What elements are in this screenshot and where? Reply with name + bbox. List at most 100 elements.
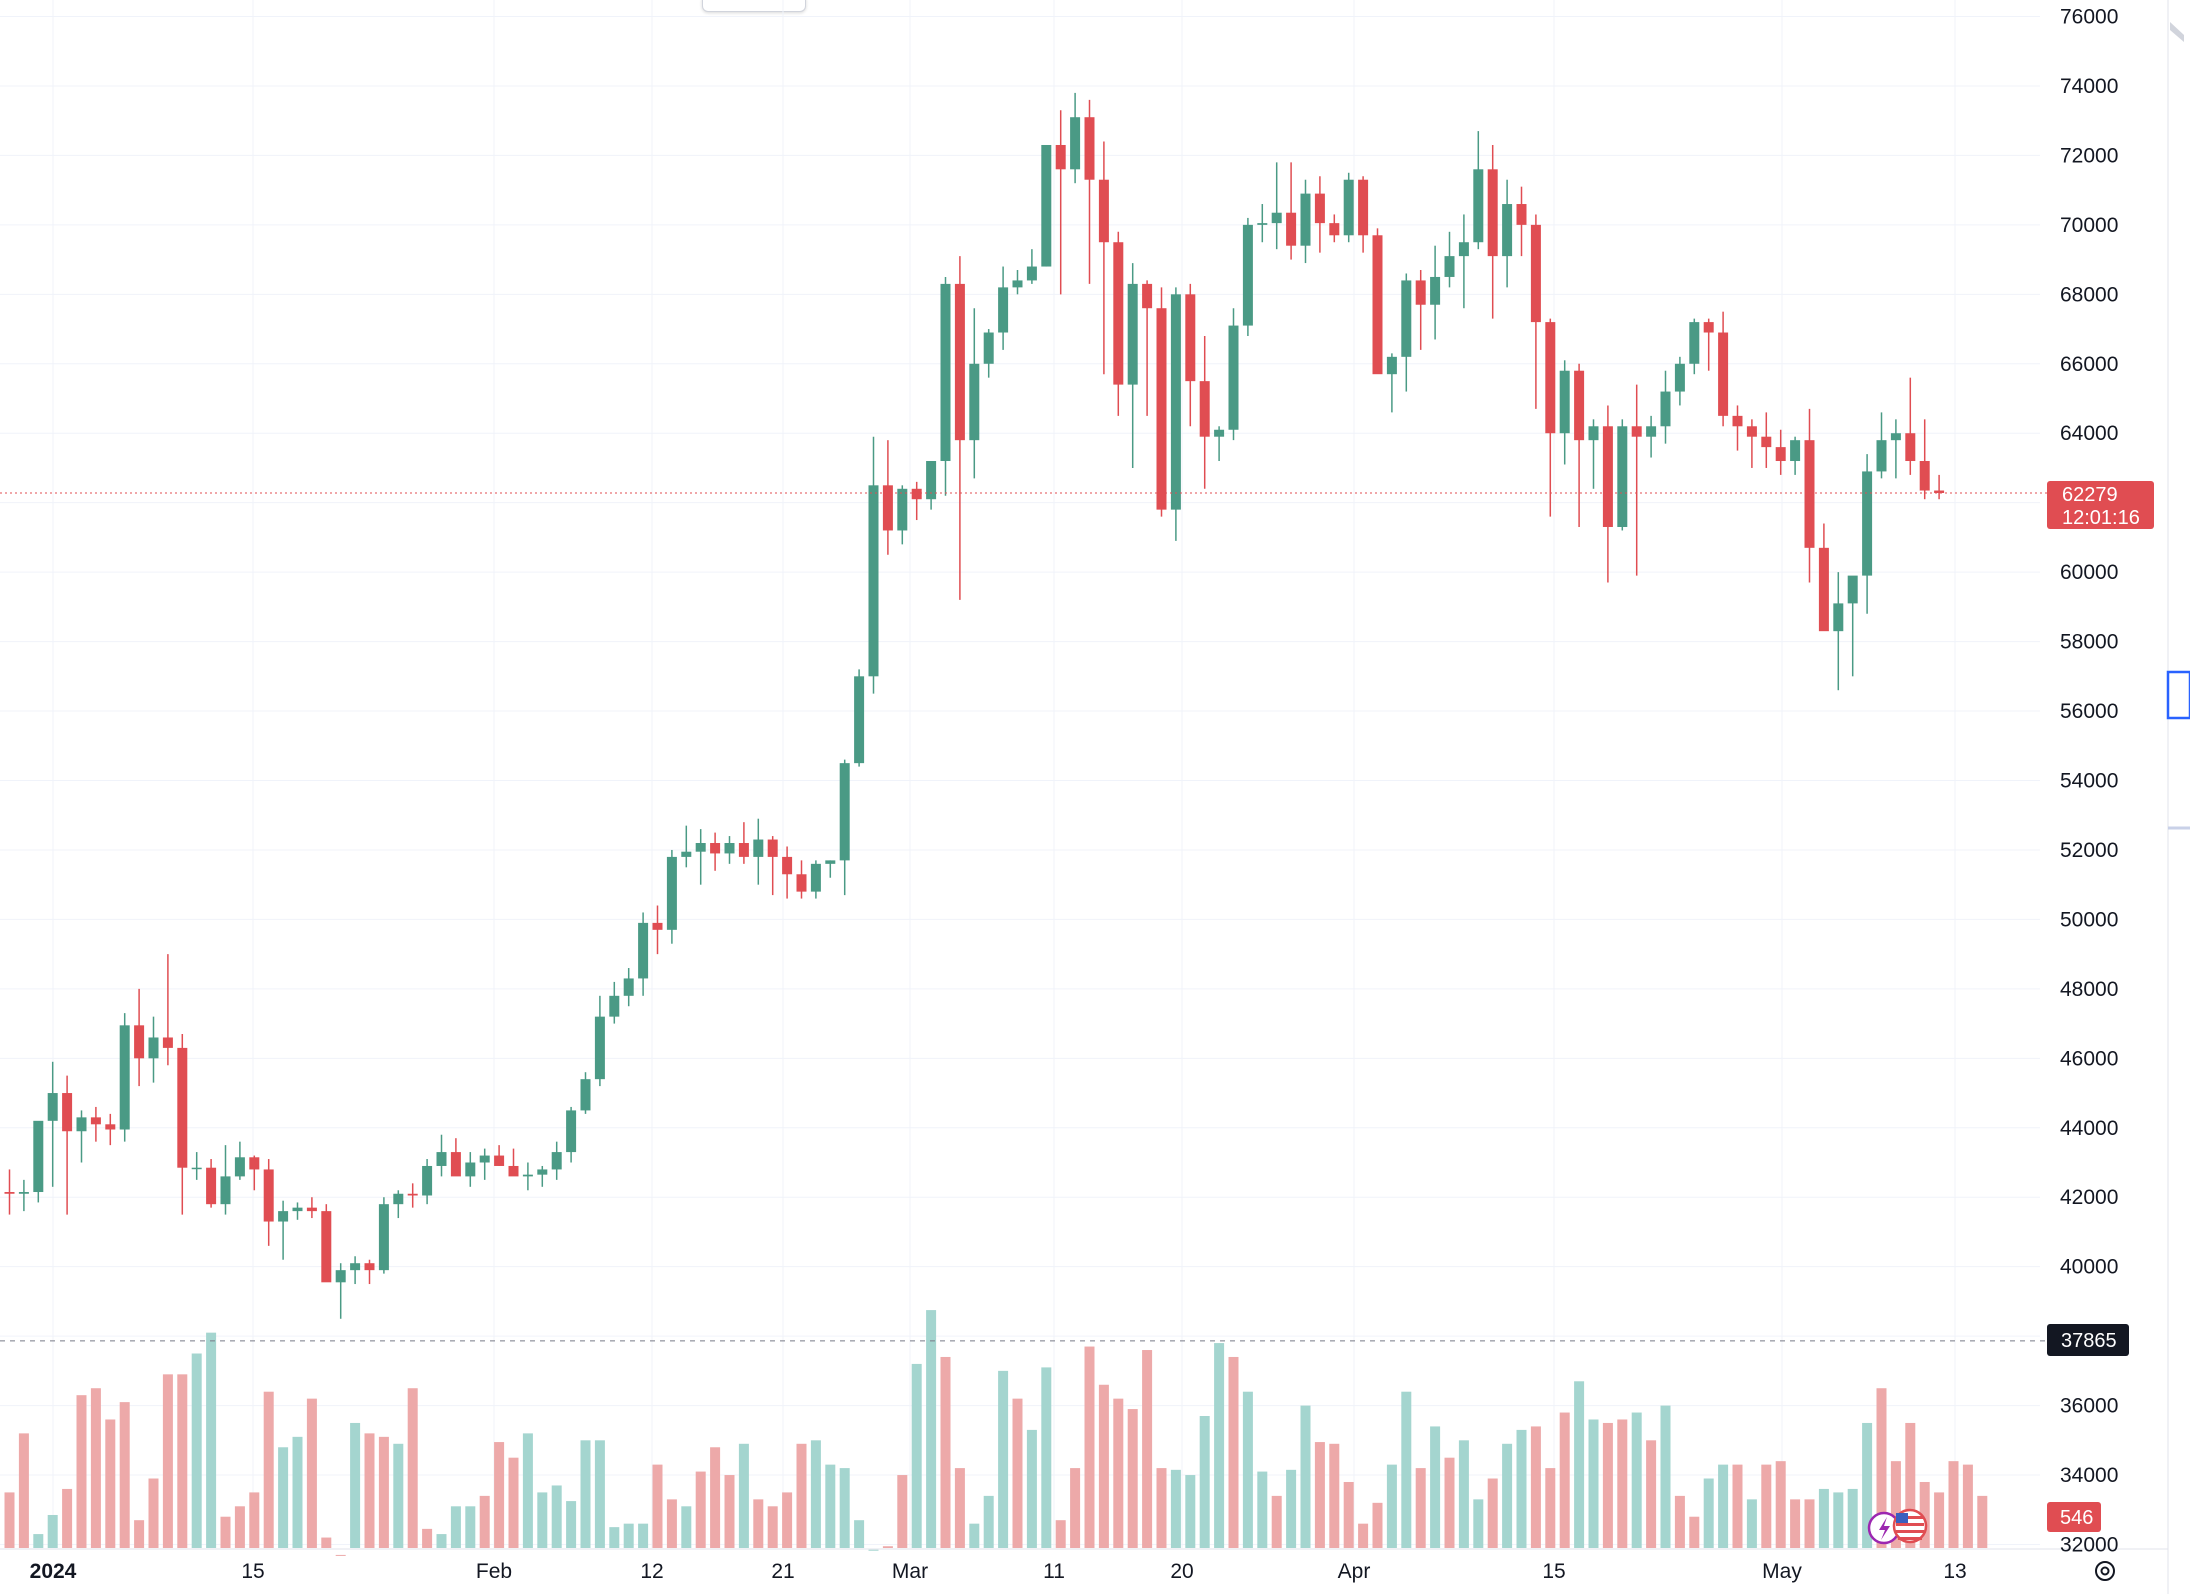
price-tick-label: 34000: [2060, 1464, 2118, 1487]
candle-body: [1574, 370, 1585, 441]
price-tick-label: 36000: [2060, 1395, 2118, 1418]
volume-bar: [1070, 1468, 1081, 1548]
volume-bar: [364, 1433, 375, 1548]
candle-body: [566, 1110, 577, 1153]
volume-bar: [695, 1471, 706, 1548]
volume-bar: [839, 1468, 850, 1548]
candle: [753, 818, 764, 885]
time-tick-label: Apr: [1338, 1560, 1371, 1583]
volume-bar: [465, 1506, 476, 1548]
candle-body: [306, 1207, 317, 1212]
candle-body: [1444, 256, 1455, 277]
volume-bar: [1862, 1422, 1873, 1548]
volume-bar: [1876, 1388, 1887, 1548]
candle: [566, 1106, 577, 1163]
volume-bar: [1055, 1520, 1066, 1548]
time-axis[interactable]: 2024 15 Feb 12 21 Mar 11 20 Apr 15 May 13: [30, 1560, 1967, 1583]
grid: [0, 0, 2040, 1548]
price-tick-label: 56000: [2060, 700, 2118, 723]
candle: [1804, 408, 1815, 583]
volume-bar: [436, 1534, 447, 1548]
volume-bar: [969, 1523, 980, 1548]
candle: [1588, 419, 1599, 489]
candle: [1430, 245, 1441, 340]
volume-bar: [191, 1353, 202, 1548]
candle-body: [983, 332, 994, 364]
candle: [1674, 356, 1685, 406]
candle-body: [926, 461, 937, 500]
volume-bar: [62, 1488, 73, 1548]
candle: [1228, 308, 1239, 441]
candle: [652, 905, 663, 955]
candle: [1026, 249, 1037, 284]
volume-bar: [1199, 1416, 1210, 1548]
candle: [1818, 523, 1829, 632]
top-tab-handle[interactable]: [702, 0, 806, 12]
candle: [263, 1159, 274, 1246]
candle-body: [220, 1176, 231, 1205]
candle: [292, 1202, 303, 1220]
volume-bar: [422, 1528, 433, 1548]
candle-body: [1761, 436, 1772, 448]
volume-bar: [710, 1447, 721, 1548]
settings-icon[interactable]: [2095, 1561, 2115, 1581]
volume-bar: [638, 1523, 649, 1548]
candle-body: [1242, 224, 1253, 326]
time-tick-label: 2024: [30, 1560, 77, 1583]
volume-bar: [724, 1475, 735, 1548]
candle: [738, 822, 749, 864]
candle-body: [335, 1270, 346, 1283]
volume-bar: [1185, 1475, 1196, 1548]
price-tick-label: 60000: [2060, 561, 2118, 584]
candles: [4, 92, 1945, 1319]
candle-body: [407, 1193, 418, 1196]
candle: [1098, 141, 1109, 375]
candle-body: [810, 863, 821, 892]
candle-body: [1415, 280, 1426, 305]
volume-bar: [1977, 1495, 1988, 1548]
volume-bar: [33, 1534, 44, 1548]
candle-body: [969, 363, 980, 441]
volume-bar: [1646, 1440, 1657, 1548]
candle: [1876, 412, 1887, 479]
volume-bar: [1732, 1464, 1743, 1548]
volume-bar: [1746, 1499, 1757, 1548]
volume-bar: [1314, 1442, 1325, 1548]
candle: [1343, 172, 1354, 243]
candle-body: [1559, 370, 1570, 434]
price-axis[interactable]: 7600074000720007000068000660006400062000…: [2060, 6, 2118, 1557]
candle-body: [782, 856, 793, 875]
volume-bar: [407, 1388, 418, 1548]
volume-bar: [1286, 1469, 1297, 1548]
candle: [1386, 353, 1397, 413]
volume-bar: [1588, 1419, 1599, 1548]
candle-body: [623, 978, 634, 996]
candle: [954, 256, 965, 600]
candle-body: [753, 839, 764, 857]
candle: [1185, 283, 1196, 427]
volume-bar: [134, 1520, 145, 1548]
candle: [422, 1159, 433, 1205]
candle: [1790, 436, 1801, 475]
candle: [1314, 176, 1325, 253]
candle: [1214, 426, 1225, 462]
candle: [1833, 572, 1844, 691]
candle-body: [1646, 426, 1657, 437]
volume-bar: [1098, 1384, 1109, 1548]
volume-bar: [1271, 1495, 1282, 1548]
last-price-value: 62279: [2062, 484, 2118, 506]
candle: [638, 912, 649, 996]
volume-bar: [119, 1402, 130, 1548]
time-tick-label: 15: [1542, 1560, 1565, 1583]
candle-body: [767, 839, 778, 857]
candle-body: [839, 763, 850, 861]
volume-bar: [868, 1549, 879, 1551]
volume-bar: [1934, 1492, 1945, 1548]
candle-body: [1919, 461, 1930, 491]
us-flag-icon[interactable]: [1892, 1508, 1928, 1544]
volume-bar: [1113, 1398, 1124, 1548]
volume-bar: [623, 1523, 634, 1548]
candle-body: [1703, 322, 1714, 333]
volume-bar: [234, 1506, 245, 1548]
